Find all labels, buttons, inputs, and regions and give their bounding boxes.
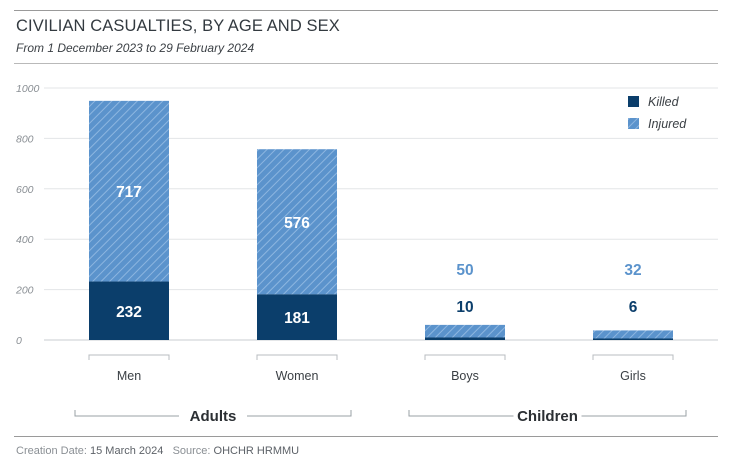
x-tick-label: Men: [117, 369, 141, 383]
legend-label-injured: Injured: [648, 117, 687, 131]
data-label-killed: 181: [284, 310, 310, 327]
y-tick-label: 800: [16, 133, 34, 145]
header-rule: [14, 63, 718, 64]
data-label-injured: 576: [284, 215, 310, 232]
legend-swatch-killed: [628, 96, 639, 107]
category-bracket: [256, 354, 338, 360]
y-tick-label: 600: [16, 184, 34, 196]
y-tick-label: 0: [16, 335, 22, 347]
data-label-injured: 50: [456, 262, 473, 279]
source-value: OHCHR HRMMU: [213, 445, 300, 457]
bar-injured-girls: [593, 330, 673, 339]
bar-injured-boys: [425, 324, 505, 338]
data-label-killed: 10: [456, 299, 473, 316]
data-label-injured: 32: [624, 262, 641, 279]
chart-subtitle: From 1 December 2023 to 29 February 2024: [16, 41, 255, 55]
source-label: Source:: [172, 445, 211, 457]
bar-injured-men: [89, 100, 169, 282]
group-label-children: Children: [517, 408, 578, 425]
group-label-adults: Adults: [190, 408, 237, 425]
group-bracket-left: [408, 410, 514, 417]
category-bracket: [424, 354, 506, 360]
top-rule: [14, 10, 718, 11]
legend-swatch-injured: [628, 118, 639, 129]
x-tick-label: Boys: [451, 369, 479, 383]
y-tick-label: 1000: [16, 83, 40, 95]
y-tick-label: 200: [15, 285, 34, 297]
bar-killed-men: [89, 281, 169, 340]
footer: Creation Date: 15 March 2024 Source: OHC…: [16, 445, 299, 457]
legend-label-killed: Killed: [648, 95, 680, 109]
bar-injured-women: [257, 149, 337, 295]
creation-date-value: 15 March 2024: [90, 445, 164, 457]
category-bracket: [592, 354, 674, 360]
group-bracket-right: [581, 410, 687, 417]
data-label-killed: 232: [116, 304, 142, 321]
casualties-chart: 0 200 400 600 800 1000 717 232 576 181 50 10 32 6 Me…: [15, 83, 718, 425]
x-tick-label: Women: [276, 369, 319, 383]
category-bracket: [88, 354, 170, 360]
creation-date-label: Creation Date:: [16, 445, 87, 457]
footer-rule: [14, 436, 718, 437]
bar-killed-girls: [593, 338, 673, 340]
chart-title: CIVILIAN CASUALTIES, BY AGE AND SEX: [16, 17, 340, 35]
bar-killed-women: [257, 294, 337, 340]
group-bracket-right: [247, 410, 352, 417]
bar-killed-boys: [425, 337, 505, 340]
x-tick-label: Girls: [620, 369, 646, 383]
data-label-killed: 6: [629, 299, 638, 316]
y-tick-label: 400: [16, 234, 34, 246]
group-bracket-left: [74, 410, 179, 417]
data-label-injured: 717: [116, 184, 142, 201]
